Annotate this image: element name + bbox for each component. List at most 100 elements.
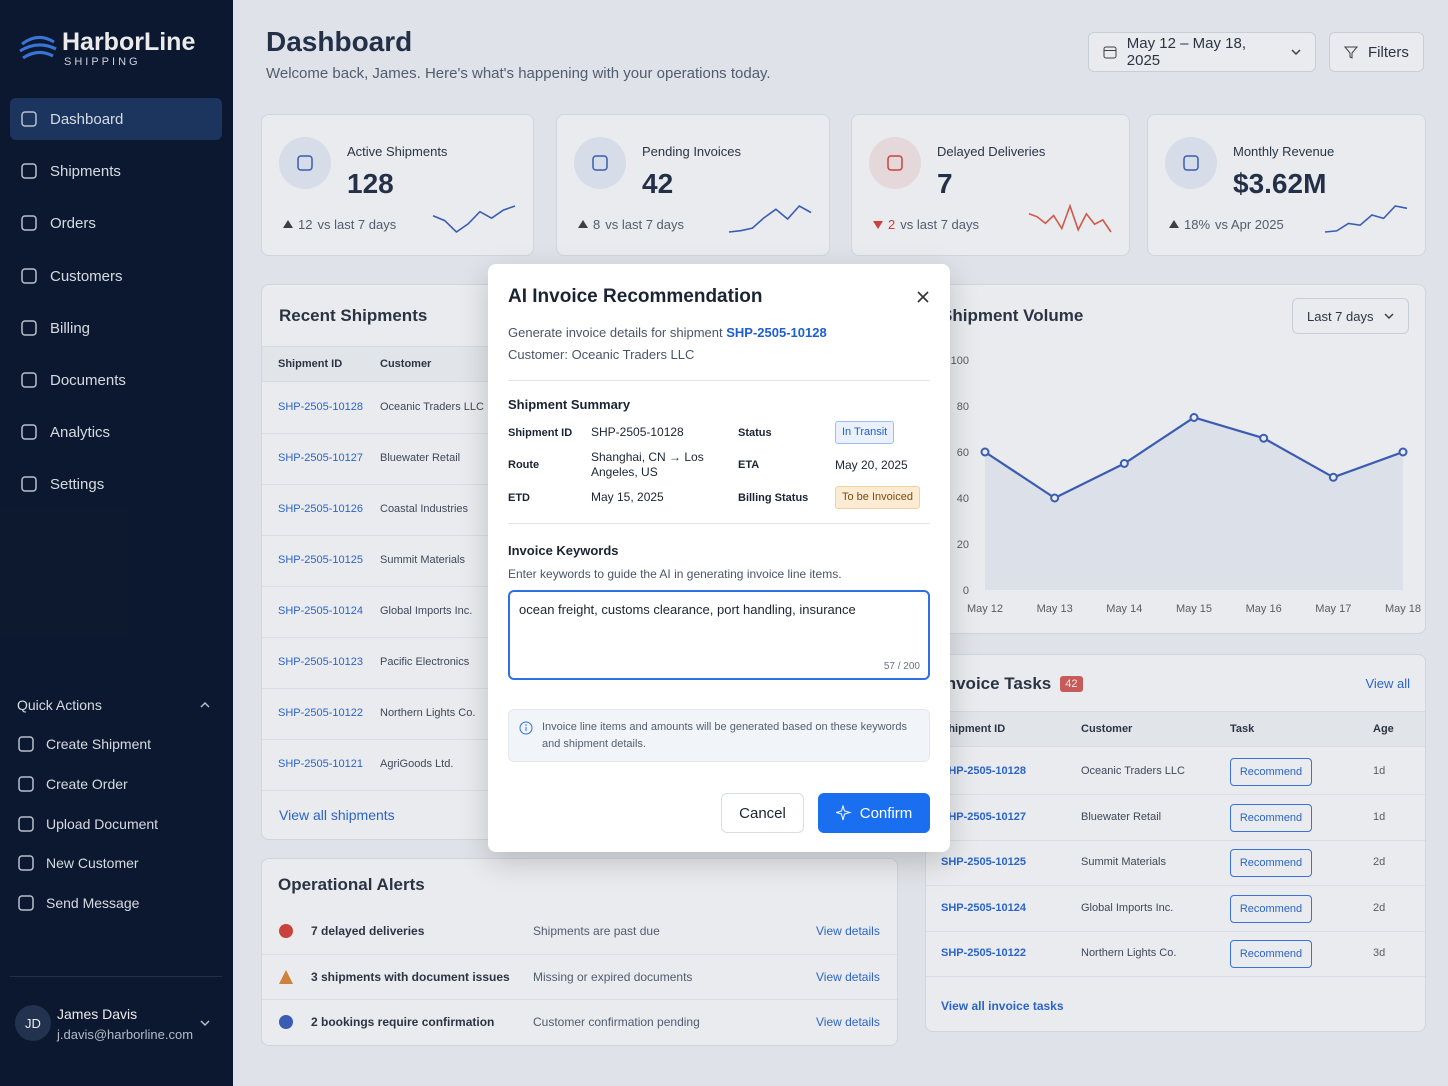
shipment-id[interactable]: SHP-2505-10125 bbox=[278, 554, 364, 566]
recommend-button[interactable]: Recommend bbox=[1230, 758, 1312, 786]
field-value: May 20, 2025 bbox=[835, 457, 908, 472]
quick-action[interactable]: Upload Document bbox=[10, 812, 222, 836]
point bbox=[1119, 459, 1129, 468]
view-all-link[interactable]: View all invoice tasks bbox=[941, 999, 1064, 1013]
x-tick-label: May 17 bbox=[1315, 603, 1351, 615]
age: 3d bbox=[1373, 947, 1386, 959]
shipment-id[interactable]: SHP-2505-10123 bbox=[278, 656, 364, 668]
nav-item[interactable]: Dashboard bbox=[10, 98, 222, 140]
nav-item[interactable]: Customers bbox=[10, 255, 222, 297]
customer: Customer: Oceanic Traders LLC bbox=[508, 347, 695, 362]
sidebar: HarborLine SHIPPING Quick Actions JD Jam… bbox=[0, 0, 233, 1086]
card-title: Invoice Tasks bbox=[941, 674, 1052, 693]
user-email: j.davis@harborline.com bbox=[57, 1027, 194, 1042]
nav-item[interactable]: Settings bbox=[10, 463, 222, 505]
filters-button[interactable]: Filters bbox=[1329, 32, 1424, 72]
nav-item[interactable]: Orders bbox=[10, 202, 222, 244]
nav-item[interactable]: Shipments bbox=[10, 150, 222, 192]
y-tick-label: 60 bbox=[957, 447, 969, 459]
keywords-input[interactable]: ocean freight, customs clearance, port h… bbox=[508, 590, 930, 680]
sparkline bbox=[432, 205, 516, 234]
nav-item[interactable]: Billing bbox=[10, 307, 222, 349]
kpi-change: 12 vs last 7 days bbox=[283, 217, 396, 232]
icon bbox=[18, 815, 34, 832]
shipment-id[interactable]: SHP-2505-10121 bbox=[278, 758, 364, 770]
field-label: Shipment ID bbox=[508, 426, 573, 439]
recommend-button[interactable]: Recommend bbox=[1230, 894, 1312, 923]
alert-link[interactable]: View details bbox=[816, 924, 880, 938]
chart: 0 20 40 60 80 100 May 12 May 13 May 14 May 15 May … bbox=[951, 355, 1421, 615]
close-button[interactable] bbox=[916, 290, 930, 304]
chevron bbox=[1384, 313, 1394, 320]
customer: Oceanic Traders LLC bbox=[380, 401, 484, 413]
user-menu-icon[interactable] bbox=[199, 1017, 211, 1029]
card-title: Operational Alerts bbox=[278, 875, 425, 894]
shipment-id[interactable]: SHP-2505-10124 bbox=[941, 901, 1027, 914]
sparkline-line bbox=[1324, 205, 1408, 233]
range-label: Last 7 days bbox=[1307, 308, 1374, 324]
alerts-card: Operational Alerts 7 delayed deliveries S… bbox=[261, 858, 898, 1046]
shipment-id[interactable]: SHP-2505-10122 bbox=[941, 947, 1027, 959]
alert-link[interactable]: View details bbox=[816, 969, 880, 984]
icon-shape bbox=[18, 776, 34, 792]
column-header: Age bbox=[1373, 723, 1394, 735]
icon bbox=[21, 111, 37, 127]
chart-title: Shipment Volume bbox=[941, 306, 1084, 325]
shipment-id[interactable]: SHP-2505-10127 bbox=[278, 452, 364, 464]
alert-link[interactable]: View details bbox=[816, 1015, 880, 1029]
shipment-id[interactable]: SHP-2505-10128 bbox=[278, 401, 364, 413]
nav-label: Analytics bbox=[50, 424, 111, 442]
view-all-link[interactable]: View all shipments bbox=[279, 807, 395, 823]
divider bbox=[508, 380, 930, 381]
sparkline bbox=[1324, 205, 1408, 233]
kpi-label: Active Shipments bbox=[347, 144, 448, 159]
field-value-cell: May 15, 2025 bbox=[591, 490, 738, 505]
kpi-delta: 18% bbox=[1184, 217, 1211, 232]
field-value: Shanghai, CN → Los Angeles, US bbox=[591, 450, 704, 479]
quick-action[interactable]: Create Shipment bbox=[10, 732, 222, 756]
kpi-change: 18% vs Apr 2025 bbox=[1169, 217, 1284, 232]
range-dropdown[interactable]: Last 7 days bbox=[1292, 298, 1409, 334]
quick-action[interactable]: Create Order bbox=[10, 772, 222, 796]
shipment-id[interactable]: SHP-2505-10122 bbox=[278, 707, 364, 719]
kpi-change: 8 vs last 7 days bbox=[578, 217, 684, 232]
recommend-button[interactable]: Recommend bbox=[1230, 849, 1312, 877]
kpi-card: Pending Invoices 42 8 vs last 7 days bbox=[556, 114, 830, 256]
shipment-id[interactable]: SHP-2505-10124 bbox=[278, 605, 364, 617]
quick-action[interactable]: New Customer bbox=[10, 851, 222, 875]
icon bbox=[18, 736, 34, 752]
confirm-button[interactable]: Confirm bbox=[818, 793, 930, 833]
shipment-id[interactable]: SHP-2505-10127 bbox=[941, 810, 1027, 823]
nav-item[interactable]: Analytics bbox=[10, 411, 222, 453]
date-range-button[interactable]: May 12 – May 18, 2025 bbox=[1088, 32, 1316, 72]
y-tick-label: 0 bbox=[963, 585, 969, 597]
field-value: May 15, 2025 bbox=[591, 490, 664, 504]
shipment-id[interactable]: SHP-2505-10125 bbox=[941, 856, 1027, 868]
x-tick-label: May 16 bbox=[1246, 603, 1282, 615]
nav-item[interactable]: Documents bbox=[10, 359, 222, 401]
overlay[interactable] bbox=[0, 0, 233, 1086]
summary-title: Shipment Summary bbox=[508, 397, 631, 412]
kpi-icon bbox=[1165, 137, 1217, 189]
trend-arrow bbox=[578, 220, 588, 228]
cancel-button[interactable]: Cancel bbox=[721, 793, 804, 833]
shipment-id[interactable]: SHP-2505-10126 bbox=[278, 503, 364, 515]
recommend-button[interactable]: Recommend bbox=[1230, 803, 1312, 832]
nav-label: Documents bbox=[50, 372, 126, 389]
summary-grid: Shipment ID SHP-2505-10128 Status In Transi… bbox=[508, 421, 930, 509]
collapse-icon[interactable] bbox=[199, 699, 211, 711]
field-value-cell: May 20, 2025 bbox=[835, 458, 930, 473]
quick-action[interactable]: Send Message bbox=[10, 891, 222, 915]
divider bbox=[508, 523, 930, 524]
shipment-id[interactable]: SHP-2505-10128 bbox=[941, 765, 1027, 777]
point bbox=[1259, 433, 1269, 443]
view-all-link[interactable]: View all bbox=[1365, 676, 1410, 691]
page-title: Dashboard bbox=[266, 26, 413, 57]
recommend-button[interactable]: Recommend bbox=[1230, 940, 1312, 968]
keywords-text: ocean freight, customs clearance, port h… bbox=[519, 602, 856, 617]
shipment-link[interactable]: SHP-2505-10128 bbox=[726, 325, 827, 340]
column-header: Customer bbox=[1081, 723, 1133, 735]
icon-shape bbox=[21, 372, 37, 388]
column-header: Task bbox=[1230, 723, 1255, 735]
kpi-change: 2 vs last 7 days bbox=[873, 217, 979, 232]
